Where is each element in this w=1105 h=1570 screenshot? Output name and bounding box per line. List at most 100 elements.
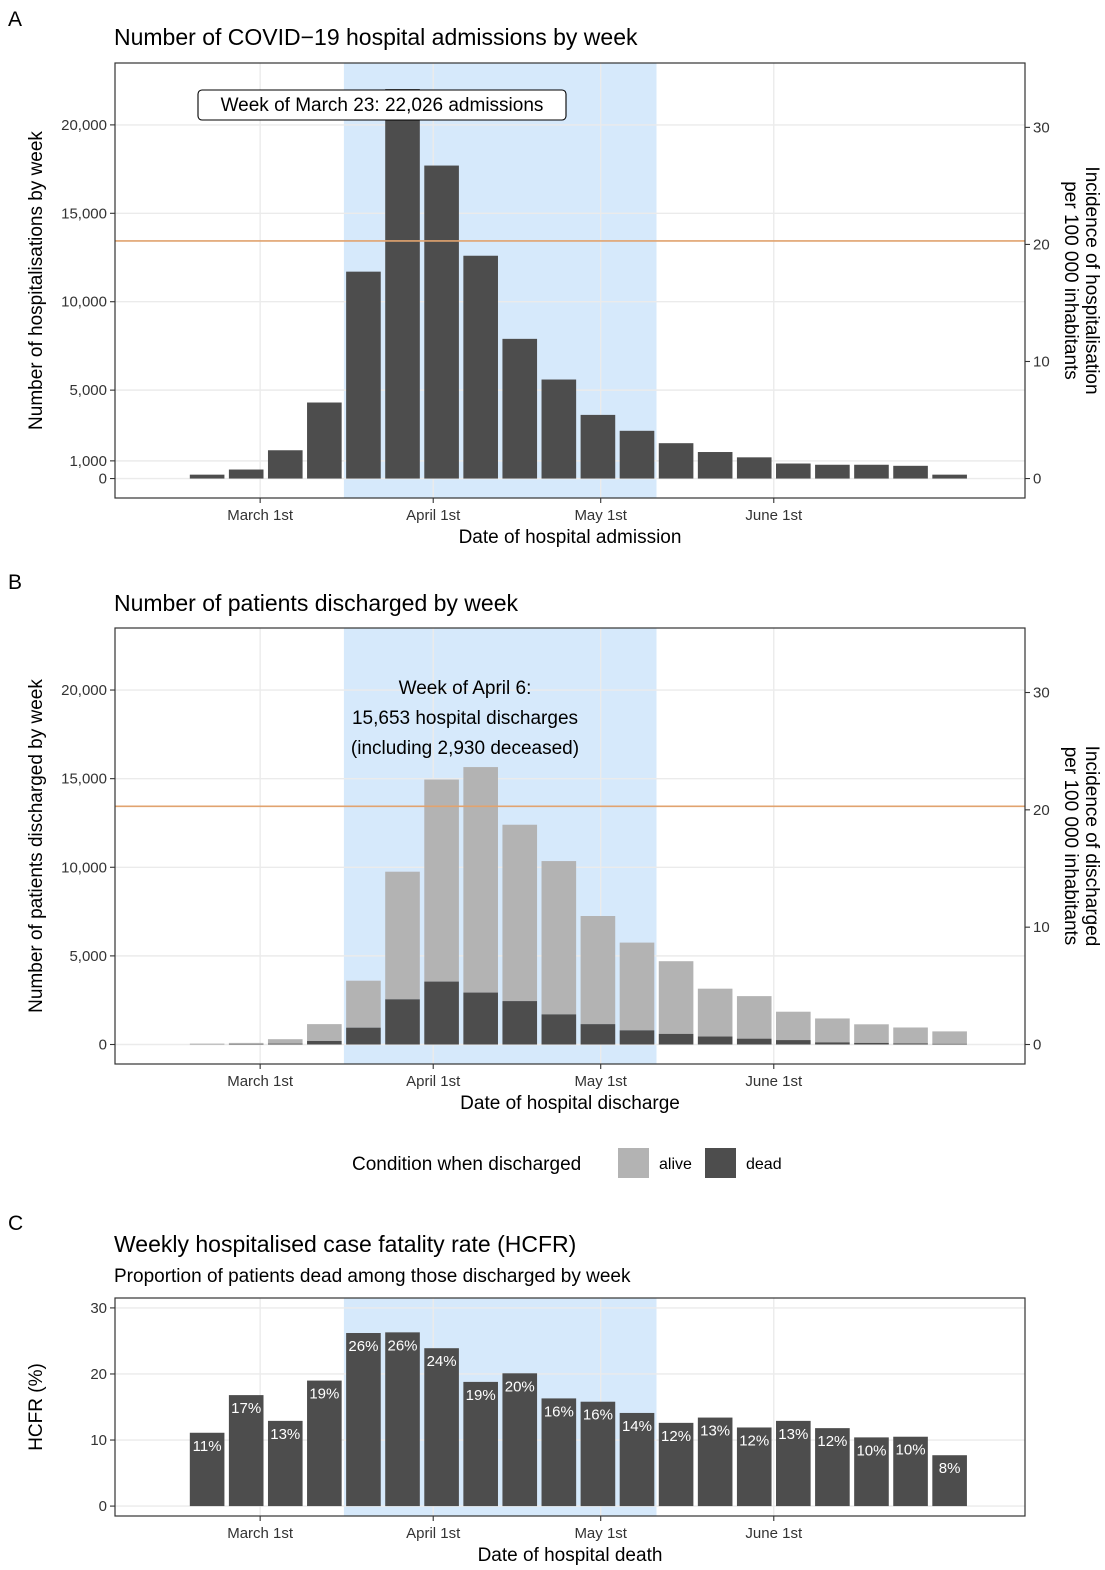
bar	[854, 1437, 889, 1507]
data-label: 17%	[231, 1400, 261, 1417]
y-axis-title: HCFR (%)	[26, 1363, 47, 1451]
y-tick-label: 1,000	[69, 453, 107, 470]
bar-alive	[307, 1024, 342, 1041]
x-tick-label: June 1st	[745, 1073, 803, 1090]
bar	[932, 1455, 967, 1507]
bar	[541, 379, 577, 479]
bar	[307, 1380, 342, 1507]
data-label: 11%	[193, 1438, 222, 1455]
annotation-line: Week of April 6:	[399, 678, 532, 699]
bar-alive	[385, 871, 420, 1000]
panel-title: Number of patients discharged by week	[114, 590, 518, 616]
legend-swatch-alive	[618, 1148, 649, 1178]
data-label: 10%	[896, 1442, 926, 1459]
y-right-tick-label: 10	[1033, 919, 1050, 936]
bar	[502, 338, 538, 479]
bar-dead	[385, 999, 420, 1045]
annotation-line: (including 2,930 deceased)	[351, 738, 579, 759]
bar	[736, 457, 772, 479]
x-axis-title: Date of hospital discharge	[460, 1093, 680, 1114]
legend: Condition when discharged alive dead	[352, 1148, 782, 1178]
right-axis-title-line2: per 100 000 inhabitants	[1060, 181, 1081, 380]
bar-alive	[815, 1018, 850, 1043]
bar-dead	[776, 1040, 811, 1045]
bar	[776, 1420, 811, 1507]
panel-border	[114, 627, 1026, 1065]
bar	[228, 469, 264, 479]
bar	[697, 452, 733, 479]
bar-alive	[189, 1043, 225, 1045]
bar-dead	[893, 1043, 928, 1045]
data-label: 26%	[387, 1337, 417, 1354]
bar-alive	[893, 1027, 928, 1044]
bar	[307, 402, 342, 479]
bar	[697, 1417, 733, 1507]
y-tick-label: 0	[99, 471, 107, 488]
bar-dead	[580, 1024, 616, 1045]
bar-dead	[463, 992, 498, 1045]
y-tick-label: 20,000	[61, 117, 107, 134]
bar	[815, 464, 850, 479]
bar	[541, 1398, 577, 1507]
data-label: 14%	[622, 1418, 652, 1435]
x-tick-label: March 1st	[227, 507, 294, 524]
bar	[854, 464, 889, 479]
y-right-tick-label: 20	[1033, 236, 1050, 253]
y-tick-label: 20	[90, 1366, 107, 1383]
bar-alive	[228, 1042, 264, 1044]
y-right-tick-label: 30	[1033, 119, 1050, 136]
bar	[424, 165, 459, 479]
panel-letter: C	[8, 1212, 23, 1235]
x-axis-title: Date of hospital death	[478, 1545, 663, 1566]
x-axis-title: Date of hospital admission	[459, 527, 682, 548]
data-label: 19%	[309, 1386, 339, 1403]
data-label: 12%	[661, 1428, 691, 1445]
bar	[189, 1432, 225, 1507]
bar-alive	[580, 916, 616, 1025]
bar-alive	[697, 988, 733, 1037]
data-label: 16%	[583, 1407, 613, 1424]
annotation: Week of March 23: 22,026 admissions	[197, 89, 567, 121]
bar	[385, 89, 420, 479]
bar	[463, 255, 498, 479]
data-label: 10%	[856, 1442, 886, 1459]
data-label: 13%	[700, 1423, 730, 1440]
bar-dead	[697, 1036, 733, 1045]
y-right-tick-label: 0	[1033, 471, 1041, 488]
bar	[346, 271, 381, 479]
data-label: 26%	[348, 1338, 378, 1355]
bar-dead	[854, 1042, 889, 1045]
bar-dead	[541, 1014, 577, 1045]
x-tick-label: April 1st	[406, 1525, 461, 1542]
legend-label-alive: alive	[659, 1156, 692, 1173]
bar-dead	[502, 1001, 538, 1045]
bar-alive	[463, 767, 498, 993]
data-label: 19%	[466, 1387, 496, 1404]
panel-subtitle: Proportion of patients dead among those …	[114, 1266, 631, 1287]
bar	[580, 414, 616, 479]
y-tick-label: 0	[99, 1498, 107, 1515]
bar	[502, 1373, 538, 1507]
x-tick-label: June 1st	[745, 1525, 803, 1542]
panel-title: Weekly hospitalised case fatality rate (…	[114, 1231, 576, 1257]
bar	[619, 430, 655, 479]
bar-alive	[619, 942, 655, 1031]
bar	[580, 1401, 616, 1507]
bar-alive	[541, 861, 577, 1015]
bar	[619, 1412, 655, 1507]
y-tick-label: 20,000	[61, 682, 107, 699]
bar-alive	[854, 1024, 889, 1043]
bar-dead	[932, 1043, 967, 1045]
y-tick-label: 5,000	[69, 382, 107, 399]
bar-alive	[736, 996, 772, 1039]
y-tick-label: 0	[99, 1037, 107, 1054]
panel-a: A Number of COVID−19 hospital admissions …	[8, 8, 1102, 548]
y-right-tick-label: 30	[1033, 685, 1050, 702]
bar	[776, 463, 811, 479]
bar	[424, 1348, 459, 1507]
bar	[736, 1427, 772, 1507]
y-tick-label: 10,000	[61, 294, 107, 311]
bar	[346, 1333, 381, 1507]
